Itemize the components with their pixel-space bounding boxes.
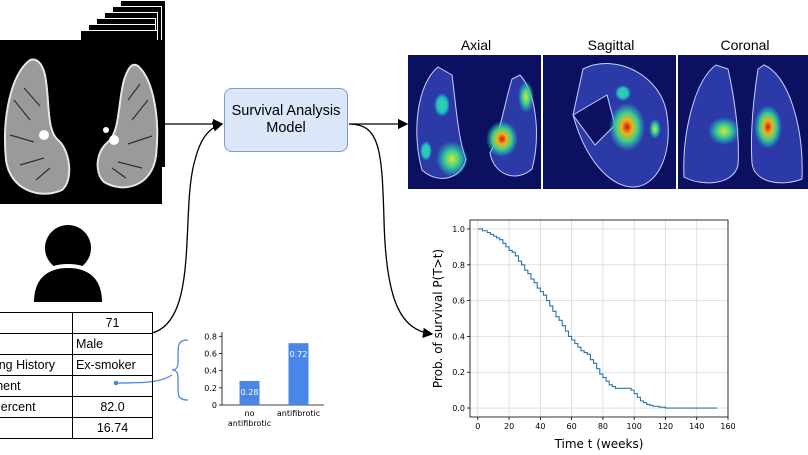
model-label-line1: Survival Analysis: [231, 103, 341, 119]
bar-y-tick-label: 0.4: [204, 367, 217, 376]
patient-row-value: Ex-smoker: [72, 354, 153, 376]
view-label-sagittal: Sagittal: [587, 37, 635, 53]
ct-scan-image: [0, 40, 162, 204]
surv-x-tick-label: 100: [627, 422, 642, 431]
bar-y-tick-label: 0: [212, 401, 217, 410]
patient-row: SexMale: [0, 333, 153, 355]
patient-row-key: Sex: [0, 333, 73, 355]
model-label-line2: Model: [266, 120, 306, 136]
bar-category-label: antifibrotic: [277, 409, 320, 418]
patient-row: Age71: [0, 312, 153, 334]
surv-plot-frame: [469, 219, 729, 418]
patient-row-value: 16.74: [72, 417, 153, 439]
bar-y-tick-label: 0.2: [204, 384, 217, 393]
patient-row: Treatment: [0, 375, 153, 397]
surv-y-tick-label: 0.0: [452, 404, 465, 413]
surv-x-tick-label: 120: [658, 422, 673, 431]
bar-y-tick-label: 0.6: [204, 349, 217, 358]
patient-features-table: Age71SexMaleSmoking HistoryEx-smokerTrea…: [0, 312, 153, 439]
patient-row-key: FVC Percent: [0, 396, 73, 418]
patient-row-key: DLCO: [0, 417, 73, 439]
axial-heatmap: [408, 55, 541, 189]
surv-x-tick-label: 160: [720, 422, 735, 431]
patient-row-value: 71: [72, 312, 153, 334]
bar-value-label: 0.72: [290, 350, 308, 359]
patient-row: DLCO16.74: [0, 417, 153, 439]
survival-curve-chart: 0 20 40 60 80 100 120 140 160 0.0 0.2 0.4 0.6 0.8 1.0 T…: [431, 219, 736, 451]
surv-x-tick-label: 20: [504, 422, 514, 431]
bar-category-label: antifibrotic: [228, 419, 271, 428]
brace: [171, 339, 189, 401]
surv-x-tick-label: 40: [535, 422, 545, 431]
surv-y-tick-label: 1.0: [452, 225, 465, 234]
bar-category-label: no: [245, 409, 255, 418]
coronal-heatmap: [678, 55, 808, 189]
patient-row-key: Smoking History: [0, 354, 73, 376]
bar: [288, 343, 309, 405]
patient-row-value: Male: [72, 333, 153, 355]
surv-y-tick-label: 0.2: [452, 368, 465, 377]
surv-x-tick-label: 0: [475, 422, 480, 431]
view-label-axial: Axial: [460, 37, 492, 53]
bar-y-tick-label: 0.8: [204, 332, 217, 341]
surv-x-tick-label: 60: [567, 422, 577, 431]
surv-x-axis-label: Time t (weeks): [554, 437, 644, 451]
patient-row: FVC Percent82.0: [0, 396, 153, 418]
sagittal-heatmap: [543, 55, 676, 189]
bar: [239, 380, 260, 405]
arrow-table-to-model: [151, 121, 224, 334]
patient-row-key: Treatment: [0, 375, 73, 397]
patient-row-value: 82.0: [72, 396, 153, 418]
patient-row-key: Age: [0, 312, 73, 334]
survival-model-box: Survival Analysis Model: [224, 88, 348, 152]
patient-icon: [34, 225, 102, 302]
survival-curve: [477, 228, 718, 409]
surv-y-tick-label: 0.4: [452, 332, 465, 341]
arrow-model-to-survival: [348, 123, 434, 339]
bar-value-label: 0.28: [241, 388, 259, 397]
patient-row-value: [72, 375, 153, 397]
surv-y-tick-label: 0.6: [452, 297, 465, 306]
surv-y-axis-label: Prob. of survival P(T>t): [431, 249, 445, 388]
surv-x-tick-label: 80: [598, 422, 608, 431]
surv-y-tick-label: 0.8: [452, 261, 465, 270]
view-label-coronal: Coronal: [720, 37, 770, 53]
surv-x-tick-label: 140: [689, 422, 704, 431]
treatment-bar-chart: 00.20.40.60.80.28noantifibrotic0.72antif…: [204, 332, 324, 428]
